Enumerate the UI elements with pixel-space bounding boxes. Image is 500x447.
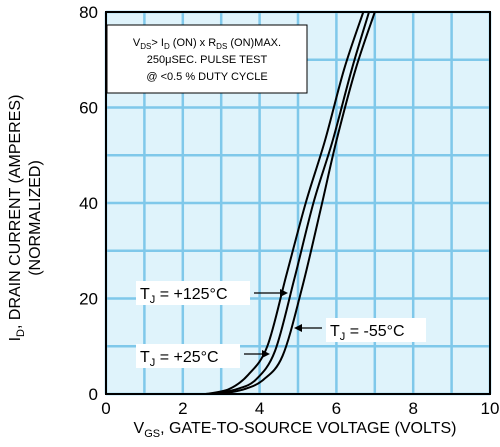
annotation-arrowhead: [280, 289, 288, 297]
annotation-label: TJ = +25°C: [140, 349, 219, 369]
note-line-2: 250μSEC. PULSE TEST: [147, 54, 268, 66]
plot-frame: [105, 11, 491, 395]
x-tick-label: 0: [101, 399, 110, 418]
annotation-bg: [136, 281, 250, 305]
annotation-tj-minus-55: TJ = -55°C: [294, 318, 426, 343]
note-line-3: @ <0.5 % DUTY CYCLE: [146, 71, 267, 83]
series-line-2: [205, 11, 365, 395]
annotation-arrowhead: [294, 324, 302, 332]
y-axis-title-line-1: ID, DRAIN CURRENT (AMPERES): [7, 95, 27, 342]
tick-labels: 0 2 4 6 8 10 0 20 40 60 80: [79, 3, 499, 418]
y-axis-title: ID, DRAIN CURRENT (AMPERES) (NORMALIZED): [7, 95, 44, 342]
x-tick-label: 2: [178, 399, 187, 418]
note-box: [106, 24, 308, 94]
annotation-tj-125: TJ = +125°C: [136, 281, 288, 306]
x-tick-label: 10: [481, 399, 500, 418]
y-tick-label: 40: [79, 194, 98, 213]
annotation-label: TJ = +125°C: [140, 286, 228, 306]
test-conditions-note: VDS> ID (ON) x RDS (ON)MAX. 250μSEC. PUL…: [106, 24, 308, 94]
annotation-bg: [326, 318, 426, 342]
x-tick-label: 6: [332, 399, 341, 418]
x-tick-label: 8: [408, 399, 417, 418]
y-tick-label: 60: [79, 99, 98, 118]
annotation-label: TJ = -55°C: [330, 323, 405, 343]
y-tick-label: 80: [79, 3, 98, 22]
series-line-0: [220, 11, 376, 395]
series-line-1: [213, 11, 370, 395]
series-lines: [205, 11, 376, 395]
y-tick-label: 20: [79, 290, 98, 309]
x-axis-title: VGS, GATE-TO-SOURCE VOLTAGE (VOLTS): [134, 420, 457, 440]
annotation-arrowhead: [262, 350, 270, 358]
annotation-tj-25: TJ = +25°C: [136, 344, 270, 369]
y-axis-title-line-2: (NORMALIZED): [27, 160, 44, 276]
note-line-1: VDS> ID (ON) x RDS (ON)MAX.: [133, 37, 281, 51]
annotation-bg: [136, 344, 240, 368]
x-tick-label: 4: [255, 399, 264, 418]
y-tick-label: 0: [89, 385, 98, 404]
